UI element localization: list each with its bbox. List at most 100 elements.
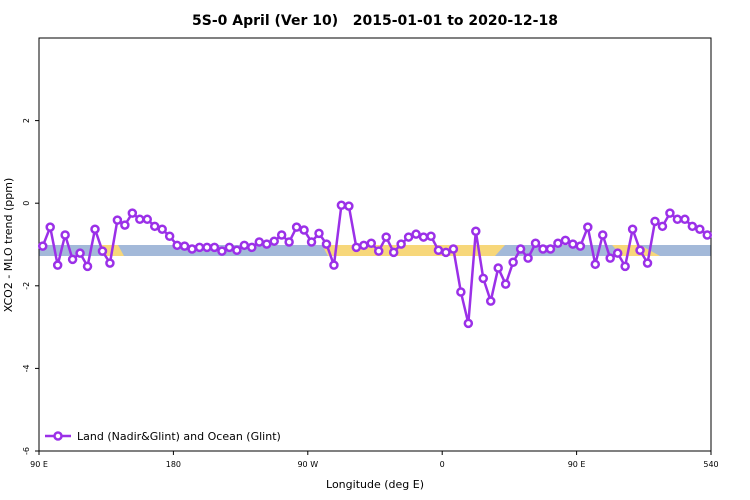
point <box>657 221 668 232</box>
x-tick-label: 0 <box>440 460 445 469</box>
point <box>344 201 354 211</box>
point <box>314 228 324 239</box>
point <box>373 246 384 256</box>
legend-label: Land (Nadir&Glint) and Ocean (Glint) <box>77 430 281 443</box>
x-tick-label: 540 <box>703 460 718 469</box>
point <box>478 273 489 284</box>
y-tick-label: 2 <box>22 118 31 123</box>
point <box>321 239 332 249</box>
point <box>463 318 474 329</box>
point <box>247 242 257 253</box>
point <box>75 248 85 258</box>
y-tick-label: -2 <box>22 282 31 290</box>
point <box>276 230 287 240</box>
point <box>523 253 533 263</box>
point <box>418 232 429 242</box>
point <box>396 239 406 249</box>
point <box>135 214 145 225</box>
point <box>202 242 212 253</box>
point <box>217 246 227 256</box>
y-tick-label: 0 <box>22 201 31 206</box>
point <box>553 238 563 249</box>
point <box>665 208 675 218</box>
point <box>157 224 167 234</box>
point <box>485 296 496 306</box>
point <box>583 222 593 232</box>
point <box>388 247 399 258</box>
point <box>284 237 294 247</box>
point <box>612 248 623 258</box>
point <box>695 224 705 234</box>
point <box>239 240 250 251</box>
point <box>306 237 317 247</box>
point <box>597 230 608 240</box>
point <box>672 214 683 225</box>
point <box>359 240 369 251</box>
point <box>687 221 698 232</box>
point <box>194 242 205 253</box>
point <box>433 245 444 256</box>
point <box>366 238 377 249</box>
point <box>224 242 235 253</box>
point <box>650 216 660 227</box>
x-tick-label: 90 W <box>297 460 318 469</box>
point <box>97 246 108 256</box>
point <box>500 279 511 289</box>
point <box>164 231 175 241</box>
y-axis-label: XCO2 - MLO trend (ppm) <box>2 178 15 313</box>
point <box>209 242 220 253</box>
point <box>67 254 78 265</box>
point <box>127 208 138 218</box>
point <box>291 222 302 232</box>
point <box>493 263 503 273</box>
point <box>269 236 279 246</box>
point <box>254 237 265 247</box>
x-axis-label: Longitude (deg E) <box>326 478 424 491</box>
point <box>456 287 466 297</box>
point <box>37 241 48 251</box>
x-tick-label: 90 E <box>568 460 586 469</box>
point <box>471 226 481 237</box>
point <box>680 214 690 225</box>
point <box>538 244 548 254</box>
point <box>105 258 115 268</box>
point <box>411 229 421 239</box>
point <box>605 253 615 263</box>
point <box>642 258 653 268</box>
point <box>448 244 459 254</box>
point <box>515 244 526 254</box>
point <box>329 260 339 270</box>
point <box>82 261 93 272</box>
point <box>702 230 713 240</box>
point <box>426 231 436 241</box>
point <box>545 244 556 254</box>
point <box>299 225 309 235</box>
point <box>627 224 638 234</box>
point <box>560 235 571 246</box>
point <box>120 220 130 230</box>
point <box>45 222 55 232</box>
point <box>590 259 601 270</box>
x-tick-label: 180 <box>166 460 181 469</box>
point <box>635 245 645 256</box>
point <box>187 244 197 254</box>
point <box>403 232 414 242</box>
legend-marker <box>53 431 63 441</box>
point <box>530 238 541 249</box>
point <box>179 241 190 251</box>
point <box>60 230 70 240</box>
point <box>232 245 242 256</box>
point <box>441 247 451 258</box>
point <box>336 200 347 211</box>
point <box>620 261 630 272</box>
point <box>149 221 160 232</box>
chart-title: 5S-0 April (Ver 10) 2015-01-01 to 2020-1… <box>192 13 558 29</box>
point <box>508 257 518 268</box>
point <box>90 224 100 234</box>
y-tick-label: -4 <box>22 364 31 372</box>
point <box>575 241 586 251</box>
point <box>142 214 153 225</box>
point <box>261 239 272 249</box>
